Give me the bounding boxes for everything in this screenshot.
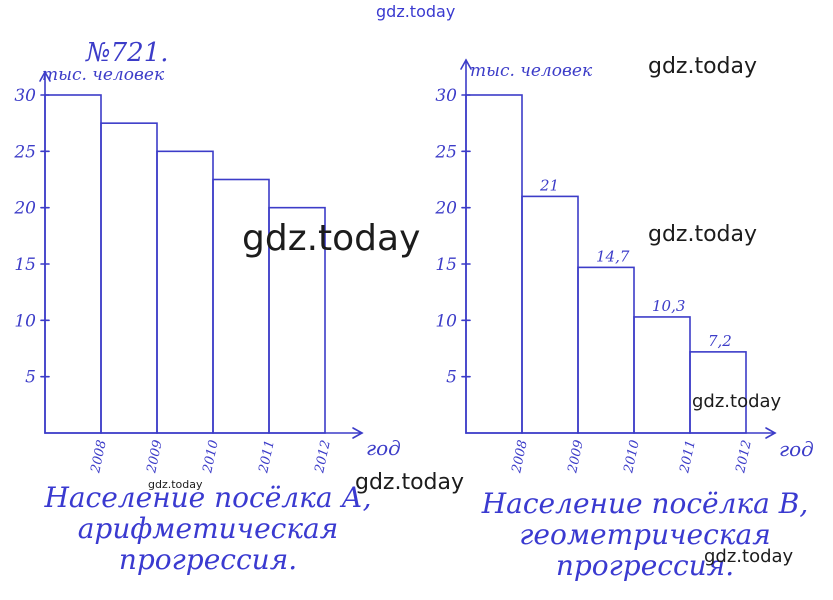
x-tick-label: 2009 [144, 439, 166, 475]
watermark-right-mid: gdz.today [648, 222, 758, 247]
bar [44, 94, 102, 434]
x-axis-title: год [779, 437, 814, 461]
bar [465, 94, 523, 434]
bar [633, 316, 691, 434]
y-tick-label: 10 [435, 311, 457, 331]
y-tick-label: 30 [435, 86, 457, 106]
caption-b-line: Население посёлка В, [481, 487, 809, 520]
data-label: 10,3 [652, 297, 685, 315]
x-tick-label: 2012 [733, 439, 755, 475]
chart-population-a: 5 10 15 20 25 30 тыс. человек год 2008 2009 2010 20… [13, 65, 400, 475]
x-tick-label: 2011 [256, 439, 278, 475]
x-tick-label: 2011 [677, 439, 699, 475]
x-tick-label: 2008 [509, 439, 531, 475]
data-label: 7,2 [708, 332, 732, 350]
watermark-top: gdz.today [376, 2, 456, 21]
y-axis-title: тыс. человек [42, 65, 165, 85]
bar [156, 150, 214, 434]
caption-a-line: прогрессия. [118, 543, 298, 576]
y-tick-label: 20 [434, 199, 457, 219]
y-axis-arrow [39, 70, 51, 82]
watermark-bottom-right: gdz.today [704, 546, 794, 567]
bar [577, 266, 635, 434]
y-tick-label: 5 [25, 368, 36, 388]
chart-population-b: 5 10 15 20 25 30 тыс. человек год 2008 2009 21 2010… [434, 58, 814, 475]
watermark-right-low: gdz.today [692, 391, 782, 412]
y-tick-label: 25 [13, 142, 36, 162]
y-tick-label: 20 [13, 199, 36, 219]
caption-b-line: прогрессия. [555, 549, 735, 582]
caption-b: Население посёлка В, геометрическая прог… [470, 488, 820, 581]
x-tick-label: 2010 [621, 439, 643, 475]
bar [268, 206, 326, 434]
x-axis-title: год [366, 436, 401, 460]
y-tick-label: 15 [14, 255, 36, 275]
data-label: 21 [539, 176, 559, 194]
watermark-large: gdz.today [242, 218, 421, 259]
x-axis-arrow [765, 427, 777, 439]
y-tick-label: 10 [14, 311, 36, 331]
x-axis-arrow [352, 427, 364, 439]
bar [689, 351, 747, 434]
problem-number: №721. [86, 38, 169, 68]
watermark-center-bottom: gdz.today [355, 470, 465, 495]
caption-a: Население посёлка А, арифметическая прог… [38, 482, 378, 575]
caption-a-line: Население посёлка А, [44, 481, 372, 514]
y-axis-title: тыс. человек [470, 61, 593, 81]
x-tick-label: 2012 [312, 439, 334, 475]
data-label: 14,7 [596, 247, 630, 265]
y-tick-label: 5 [446, 368, 457, 388]
bar [521, 195, 579, 434]
y-axis-arrow [460, 58, 472, 70]
caption-a-line: арифметическая [77, 512, 339, 545]
y-tick-label: 25 [434, 142, 457, 162]
caption-b-line: геометрическая [519, 518, 771, 551]
watermark-right-top: gdz.today [648, 54, 758, 79]
x-tick-label: 2009 [565, 439, 587, 475]
y-tick-label: 30 [14, 86, 36, 106]
x-tick-label: 2008 [88, 439, 110, 475]
y-tick-label: 15 [435, 255, 457, 275]
watermark-small-left: gdz.today [148, 478, 203, 491]
x-tick-label: 2010 [200, 439, 222, 475]
bar [100, 122, 158, 434]
